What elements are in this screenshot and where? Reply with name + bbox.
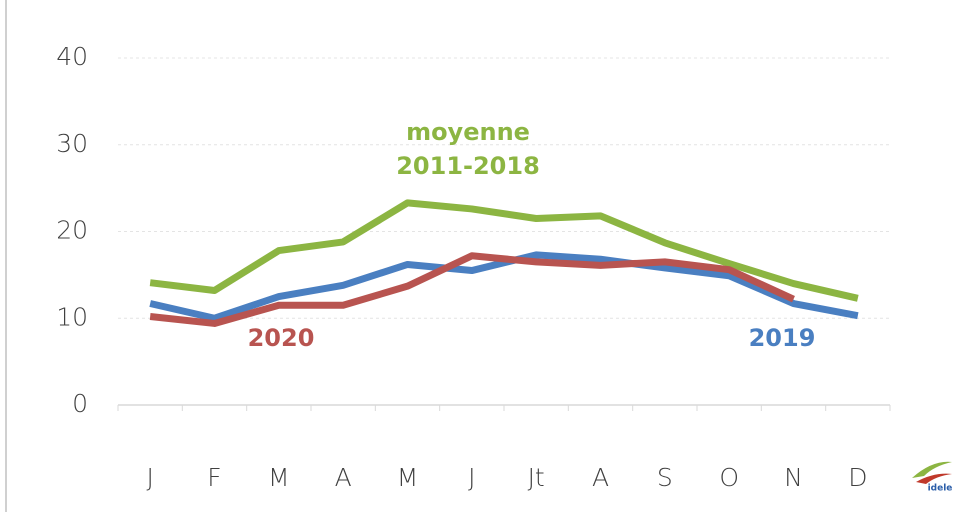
x-tick-label: O xyxy=(719,463,739,492)
y-tick-label: 10 xyxy=(56,302,88,331)
y-tick-label: 30 xyxy=(56,129,88,158)
x-tick-label: F xyxy=(207,463,221,492)
y-tick-label: 20 xyxy=(56,216,88,245)
series-label-line: moyenne xyxy=(406,118,530,146)
series-line xyxy=(149,251,859,322)
logo: idele xyxy=(912,461,953,494)
y-tick-label: 0 xyxy=(72,389,88,418)
series-line xyxy=(149,199,859,302)
x-tick-label: J xyxy=(146,463,153,492)
logo-swoosh xyxy=(916,473,952,484)
x-tick-label: M xyxy=(268,463,290,492)
series-label: 2019 xyxy=(749,324,816,352)
x-tick-label: N xyxy=(784,463,803,492)
y-tick-label: 40 xyxy=(56,42,88,71)
x-tick-label: J xyxy=(468,463,475,492)
x-tick-label: A xyxy=(592,463,609,492)
x-tick-label: D xyxy=(848,463,867,492)
x-tick-label: Jt xyxy=(528,463,545,492)
logo-text: idele xyxy=(928,484,953,494)
series-line xyxy=(149,252,795,327)
series-label: moyenne 2011-2018 xyxy=(396,118,540,180)
logo-swoosh xyxy=(912,461,952,478)
x-tick-label: A xyxy=(335,463,352,492)
x-tick-label: M xyxy=(397,463,419,492)
x-tick-label: S xyxy=(657,463,673,492)
series-label-line: 2011-2018 xyxy=(396,152,540,180)
series-label: 2020 xyxy=(248,324,315,352)
